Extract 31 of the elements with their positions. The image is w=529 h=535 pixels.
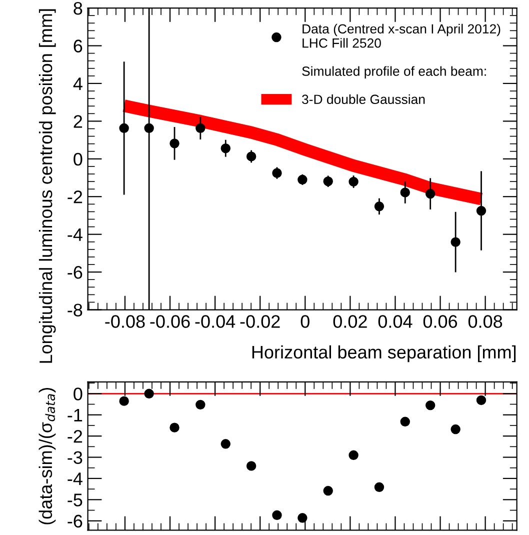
x-tick-label: -0.08 <box>105 315 145 328</box>
y-tick-label: 8 <box>74 2 82 15</box>
legend-label: 3-D double Gaussian <box>302 94 425 104</box>
y-tick-label: 4 <box>73 78 82 90</box>
x-tick-label: 0.06 <box>423 315 458 328</box>
y-tick-label: 0 <box>74 152 82 166</box>
x-tick-label: -0.04 <box>195 315 236 328</box>
legend-title: Simulated profile of each beam: <box>302 66 486 79</box>
y-tick-label: -6 <box>68 514 82 528</box>
y-tick-label: -2 <box>68 430 82 443</box>
x-tick-label: 0 <box>300 315 310 328</box>
y-tick-label: -4 <box>68 228 82 241</box>
y-tick-label: 6 <box>74 40 82 52</box>
x-tick-label: 0.02 <box>333 315 367 328</box>
y-axis-title: Longitudinal luminous centroid position [mm] <box>38 9 56 363</box>
y-tick-label: -1 <box>68 408 82 422</box>
y-tick-label: -4 <box>68 472 82 485</box>
y-tick-label: -8 <box>68 304 82 316</box>
x-tick-label: 0.08 <box>468 315 502 328</box>
y-tick-label: 0 <box>74 388 82 400</box>
y-tick-label: -2 <box>68 190 82 204</box>
y-tick-label: -3 <box>68 451 82 464</box>
x-tick-label: 0.04 <box>378 315 412 328</box>
y-tick-label: 2 <box>74 115 82 128</box>
y-axis-title: (data-sim)/(σ$_{data}$) <box>38 388 56 524</box>
x-axis-title: Horizontal beam separation [mm] <box>252 345 516 362</box>
y-tick-label: -6 <box>68 266 82 279</box>
x-tick-label: -0.06 <box>150 315 190 328</box>
y-tick-label: -5 <box>68 494 82 506</box>
x-tick-label: -0.02 <box>240 315 280 328</box>
legend-label: Data (Centred x-scan I April 2012) LHC Fill 2520 <box>302 24 500 48</box>
